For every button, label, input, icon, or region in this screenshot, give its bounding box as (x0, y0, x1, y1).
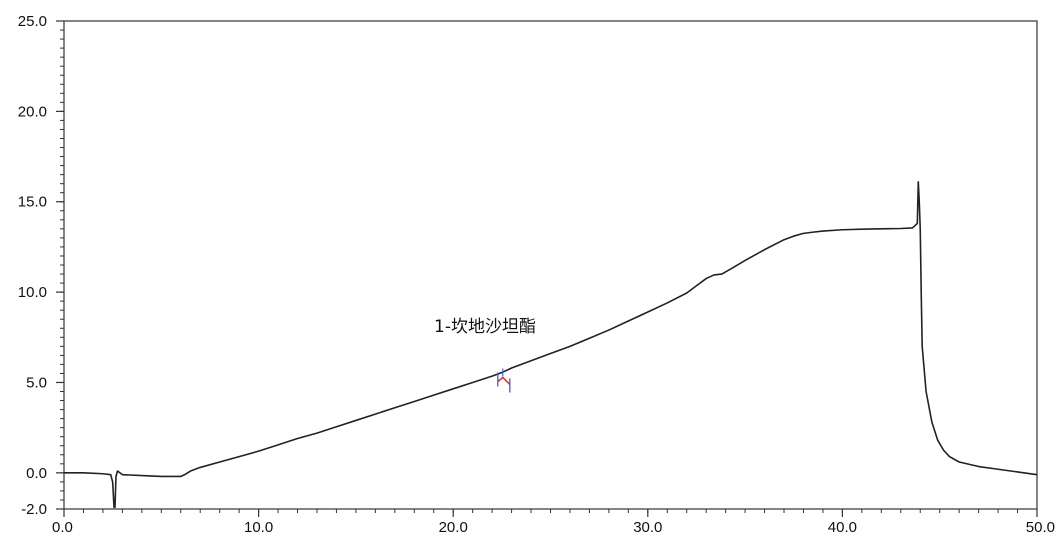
x-tick-label: 40.0 (828, 519, 857, 536)
x-tick-label: 20.0 (439, 519, 468, 536)
x-tick-label: 50.0 (1026, 519, 1055, 536)
y-tick-label: 10.0 (18, 284, 47, 301)
y-tick-label: 15.0 (18, 194, 47, 211)
x-tick-label: 0.0 (52, 519, 73, 536)
peak-baseline-marker (497, 376, 511, 386)
y-tick-label: 5.0 (26, 374, 47, 391)
major-ticks: 0.0 10.0 20.0 30.0 40.0 50.0 -2.0 0.0 5.0 10.0 15.… (18, 13, 1055, 536)
plot-frame (63, 20, 1038, 510)
minor-ticks (60, 20, 1038, 513)
x-tick-label: 30.0 (633, 519, 662, 536)
y-tick-label: -2.0 (21, 501, 47, 518)
annotation-layer: 1-坎地沙坦酯 (434, 317, 536, 337)
series-layer (64, 181, 1038, 508)
y-tick-label: 0.0 (26, 465, 47, 482)
y-tick-label: 25.0 (18, 13, 47, 30)
y-tick-label: 20.0 (18, 103, 47, 120)
series-line-0 (64, 181, 1038, 508)
peak-marker (497, 368, 511, 393)
peak-label: 1-坎地沙坦酯 (434, 317, 536, 337)
x-tick-label: 10.0 (244, 519, 273, 536)
